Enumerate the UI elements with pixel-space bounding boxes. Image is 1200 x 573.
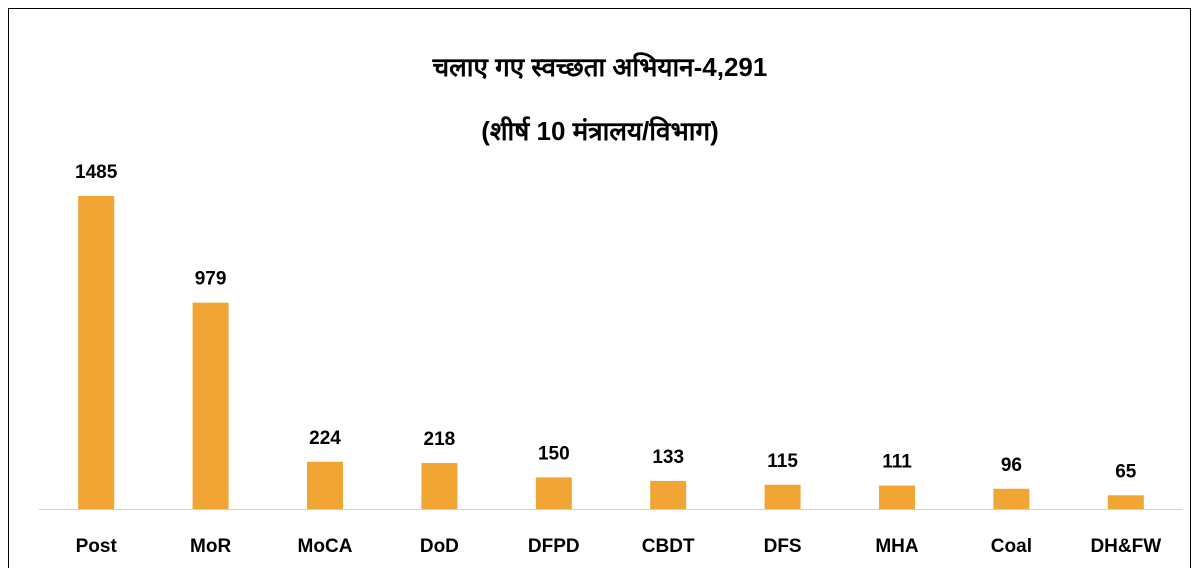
value-label: 133 — [652, 447, 684, 468]
x-tick-label: DFS — [764, 536, 802, 557]
bar — [307, 461, 343, 509]
value-label: 979 — [195, 269, 227, 290]
x-tick-label: MoR — [190, 536, 231, 557]
x-tick-label: CBDT — [642, 536, 695, 557]
bar — [535, 477, 572, 509]
x-tick-label: DH&FW — [1090, 536, 1161, 557]
chart-title: चलाए गए स्वच्छता अभियान-4,291 — [432, 52, 768, 82]
chart-frame — [8, 8, 1191, 568]
value-label: 96 — [1001, 455, 1022, 476]
bar — [764, 484, 801, 509]
chart-subtitle: (शीर्ष 10 मंत्रालय/विभाग) — [481, 116, 719, 146]
bar — [650, 480, 687, 509]
x-tick-label: MHA — [875, 536, 919, 557]
x-tick-label: Coal — [991, 536, 1032, 557]
bar — [78, 196, 115, 509]
x-tick-label: DFPD — [528, 536, 580, 557]
bar — [993, 488, 1030, 509]
x-tick-label: MoCA — [298, 536, 353, 557]
bar — [879, 485, 915, 509]
bar — [192, 302, 229, 509]
value-label: 115 — [767, 451, 798, 472]
value-label: 65 — [1115, 461, 1137, 482]
value-label: 218 — [424, 429, 456, 450]
value-label: 150 — [538, 443, 570, 464]
value-label: 111 — [882, 452, 912, 473]
value-label: 224 — [309, 428, 341, 449]
x-tick-label: DoD — [420, 536, 459, 557]
x-tick-label: Post — [76, 536, 118, 557]
value-label: 1485 — [75, 162, 118, 183]
bar — [421, 463, 458, 509]
bar — [1107, 495, 1144, 509]
